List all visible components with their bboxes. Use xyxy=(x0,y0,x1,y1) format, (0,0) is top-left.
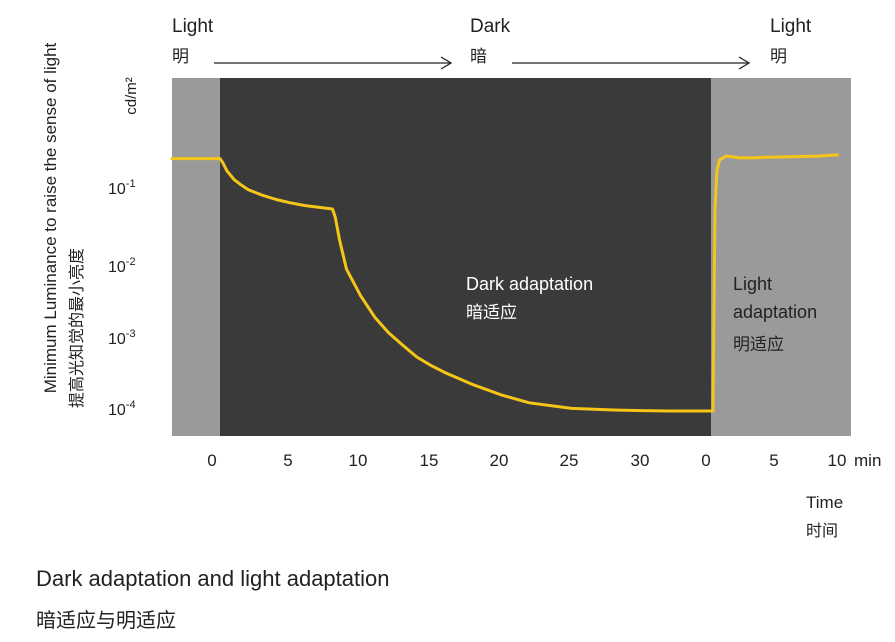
dark-adaptation-label: Dark adaptation xyxy=(466,274,593,294)
dark-phase-region xyxy=(220,78,711,436)
light-adaptation-label-line1: Light xyxy=(733,274,772,294)
transition-arrow-to-dark xyxy=(214,56,453,70)
light-phase-after-region xyxy=(711,78,851,436)
figure-caption-cn: 暗适应与明适应 xyxy=(36,608,176,632)
y-axis-title: Minimum Luminance to raise the sense of … xyxy=(41,42,60,393)
x-axis-title-cn: 时间 xyxy=(806,521,838,540)
light-adaptation-label-line2: adaptation xyxy=(733,302,817,322)
phase-label-light-before-cn: 明 xyxy=(172,47,189,67)
svg-text:10-2: 10-2 xyxy=(108,256,136,276)
dark-adaptation-label-cn: 暗适应 xyxy=(466,303,517,323)
x-tick-label: 30 xyxy=(631,451,650,470)
svg-text:10-1: 10-1 xyxy=(108,178,136,198)
x-tick-label: 0 xyxy=(701,451,710,470)
transition-arrow-to-light xyxy=(512,56,751,70)
phase-label-light-after-cn: 明 xyxy=(770,47,787,67)
adaptation-curve-line xyxy=(170,153,839,413)
x-tick-label: 15 xyxy=(420,451,439,470)
light-adaptation-label-cn: 明适应 xyxy=(733,335,784,355)
x-tick-label: 25 xyxy=(560,451,579,470)
y-tick-10e-4: 10-4 xyxy=(108,399,136,419)
x-tick-label: 5 xyxy=(769,451,778,470)
phase-label-dark-cn: 暗 xyxy=(470,47,487,67)
y-axis-unit: cd/m² xyxy=(123,77,140,115)
x-tick-label: 0 xyxy=(207,451,216,470)
y-tick-10e-2: 10-2 xyxy=(108,256,136,276)
svg-text:10-3: 10-3 xyxy=(108,328,136,348)
svg-text:10-4: 10-4 xyxy=(108,399,136,419)
y-tick-10e-3: 10-3 xyxy=(108,328,136,348)
x-tick-label: 5 xyxy=(283,451,292,470)
x-axis-title: Time xyxy=(806,493,843,512)
x-tick-label: 20 xyxy=(490,451,509,470)
adaptation-chart: Light 明 Dark 暗 Light 明 Minimum Luminance… xyxy=(41,16,881,540)
x-axis-unit: min xyxy=(854,451,881,470)
adaptation-curve xyxy=(170,153,839,413)
phase-label-light-after: Light xyxy=(770,16,812,37)
light-phase-before-region xyxy=(172,78,220,436)
x-tick-label: 10 xyxy=(828,451,847,470)
x-tick-labels: 0 5 10 15 20 25 30 0 5 10 xyxy=(207,451,846,470)
y-tick-10e-1: 10-1 xyxy=(108,178,136,198)
figure-caption: Dark adaptation and light adaptation xyxy=(36,566,390,591)
x-tick-label: 10 xyxy=(349,451,368,470)
phase-label-dark: Dark xyxy=(470,16,511,37)
y-axis-title-cn: 提高光知觉的最小亮度 xyxy=(67,248,86,408)
phase-label-light-before: Light xyxy=(172,16,214,37)
